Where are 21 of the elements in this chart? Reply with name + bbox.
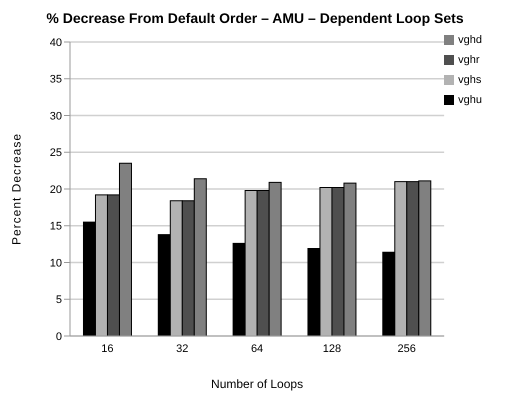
x-tick-label: 256 bbox=[398, 342, 416, 355]
legend-label: vghr bbox=[458, 54, 480, 66]
legend-label: vghs bbox=[458, 74, 482, 86]
y-tick-label: 20 bbox=[50, 184, 62, 196]
legend-label: vghd bbox=[458, 34, 482, 46]
y-tick-label: 40 bbox=[50, 36, 62, 49]
legend-label: vghu bbox=[458, 94, 482, 106]
x-tick-label: 16 bbox=[101, 342, 114, 355]
y-tick-label: 30 bbox=[50, 110, 62, 122]
y-tick-label: 0 bbox=[56, 330, 62, 343]
y-tick-label: 25 bbox=[50, 147, 62, 160]
y-tick-label: 15 bbox=[50, 220, 62, 233]
y-axis-title: Percent Decrease bbox=[9, 132, 24, 246]
x-axis-title: Number of Loops bbox=[211, 377, 304, 391]
y-tick-label: 10 bbox=[50, 257, 62, 270]
x-tick-label: 64 bbox=[250, 342, 264, 355]
x-tick-label: 32 bbox=[176, 342, 188, 355]
chart-title: % Decrease From Default Order – AMU – Dependent Loop Sets bbox=[45, 9, 465, 28]
y-tick-label: 5 bbox=[56, 294, 62, 306]
y-tick-label: 35 bbox=[50, 74, 62, 86]
x-tick-label: 128 bbox=[322, 342, 342, 355]
